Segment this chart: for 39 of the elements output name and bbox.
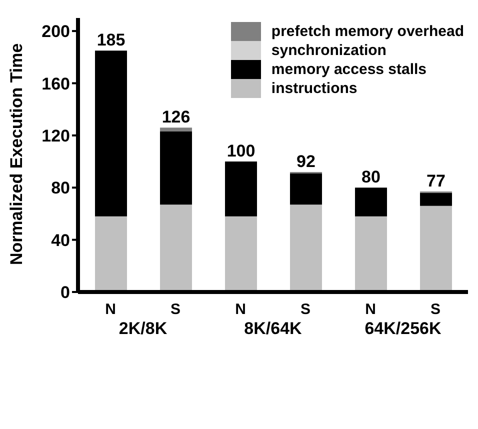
x-tick-label: S bbox=[300, 301, 311, 318]
text: 2K/8K bbox=[118, 319, 168, 338]
legend-label: memory access stalls bbox=[271, 60, 427, 79]
bar bbox=[225, 216, 257, 292]
legend-label: instructions bbox=[271, 79, 358, 98]
text: 8K/64K bbox=[244, 319, 303, 338]
x-tick-label: N bbox=[365, 301, 376, 318]
bar bbox=[160, 128, 192, 132]
y-axis-title: Normalized Execution Time bbox=[7, 43, 26, 265]
x-tick-label: N bbox=[235, 301, 246, 318]
total-label: 80 bbox=[362, 168, 380, 187]
bar bbox=[160, 204, 192, 292]
y-tick-label: 120 bbox=[42, 126, 70, 146]
bar bbox=[355, 188, 387, 216]
bar bbox=[420, 192, 452, 206]
bar bbox=[95, 216, 127, 292]
bar bbox=[160, 132, 192, 205]
y-tick-label: 0 bbox=[60, 283, 70, 302]
total-label: 100 bbox=[226, 142, 256, 161]
total-label: 92 bbox=[296, 152, 316, 171]
legend-label: synchronization bbox=[271, 41, 386, 60]
total-label: 185 bbox=[96, 30, 126, 50]
y-tick-label: 80 bbox=[51, 178, 70, 198]
total-label: 126 bbox=[162, 108, 190, 127]
bar bbox=[355, 216, 387, 292]
y-tick-label: 40 bbox=[51, 230, 70, 250]
bar bbox=[95, 50, 127, 216]
x-tick-label: S bbox=[170, 301, 181, 318]
y-tick-label: 200 bbox=[42, 22, 70, 42]
total-label: 77 bbox=[426, 172, 446, 191]
x-tick-label: N bbox=[105, 301, 116, 318]
x-tick-label: S bbox=[430, 301, 441, 318]
legend-label: prefetch memory overhead bbox=[271, 22, 464, 41]
bar bbox=[290, 204, 322, 292]
bar bbox=[225, 162, 257, 216]
text: 64K/256K bbox=[364, 319, 442, 338]
y-tick-label: 160 bbox=[42, 74, 70, 94]
bar bbox=[420, 206, 452, 292]
bar bbox=[290, 173, 322, 205]
